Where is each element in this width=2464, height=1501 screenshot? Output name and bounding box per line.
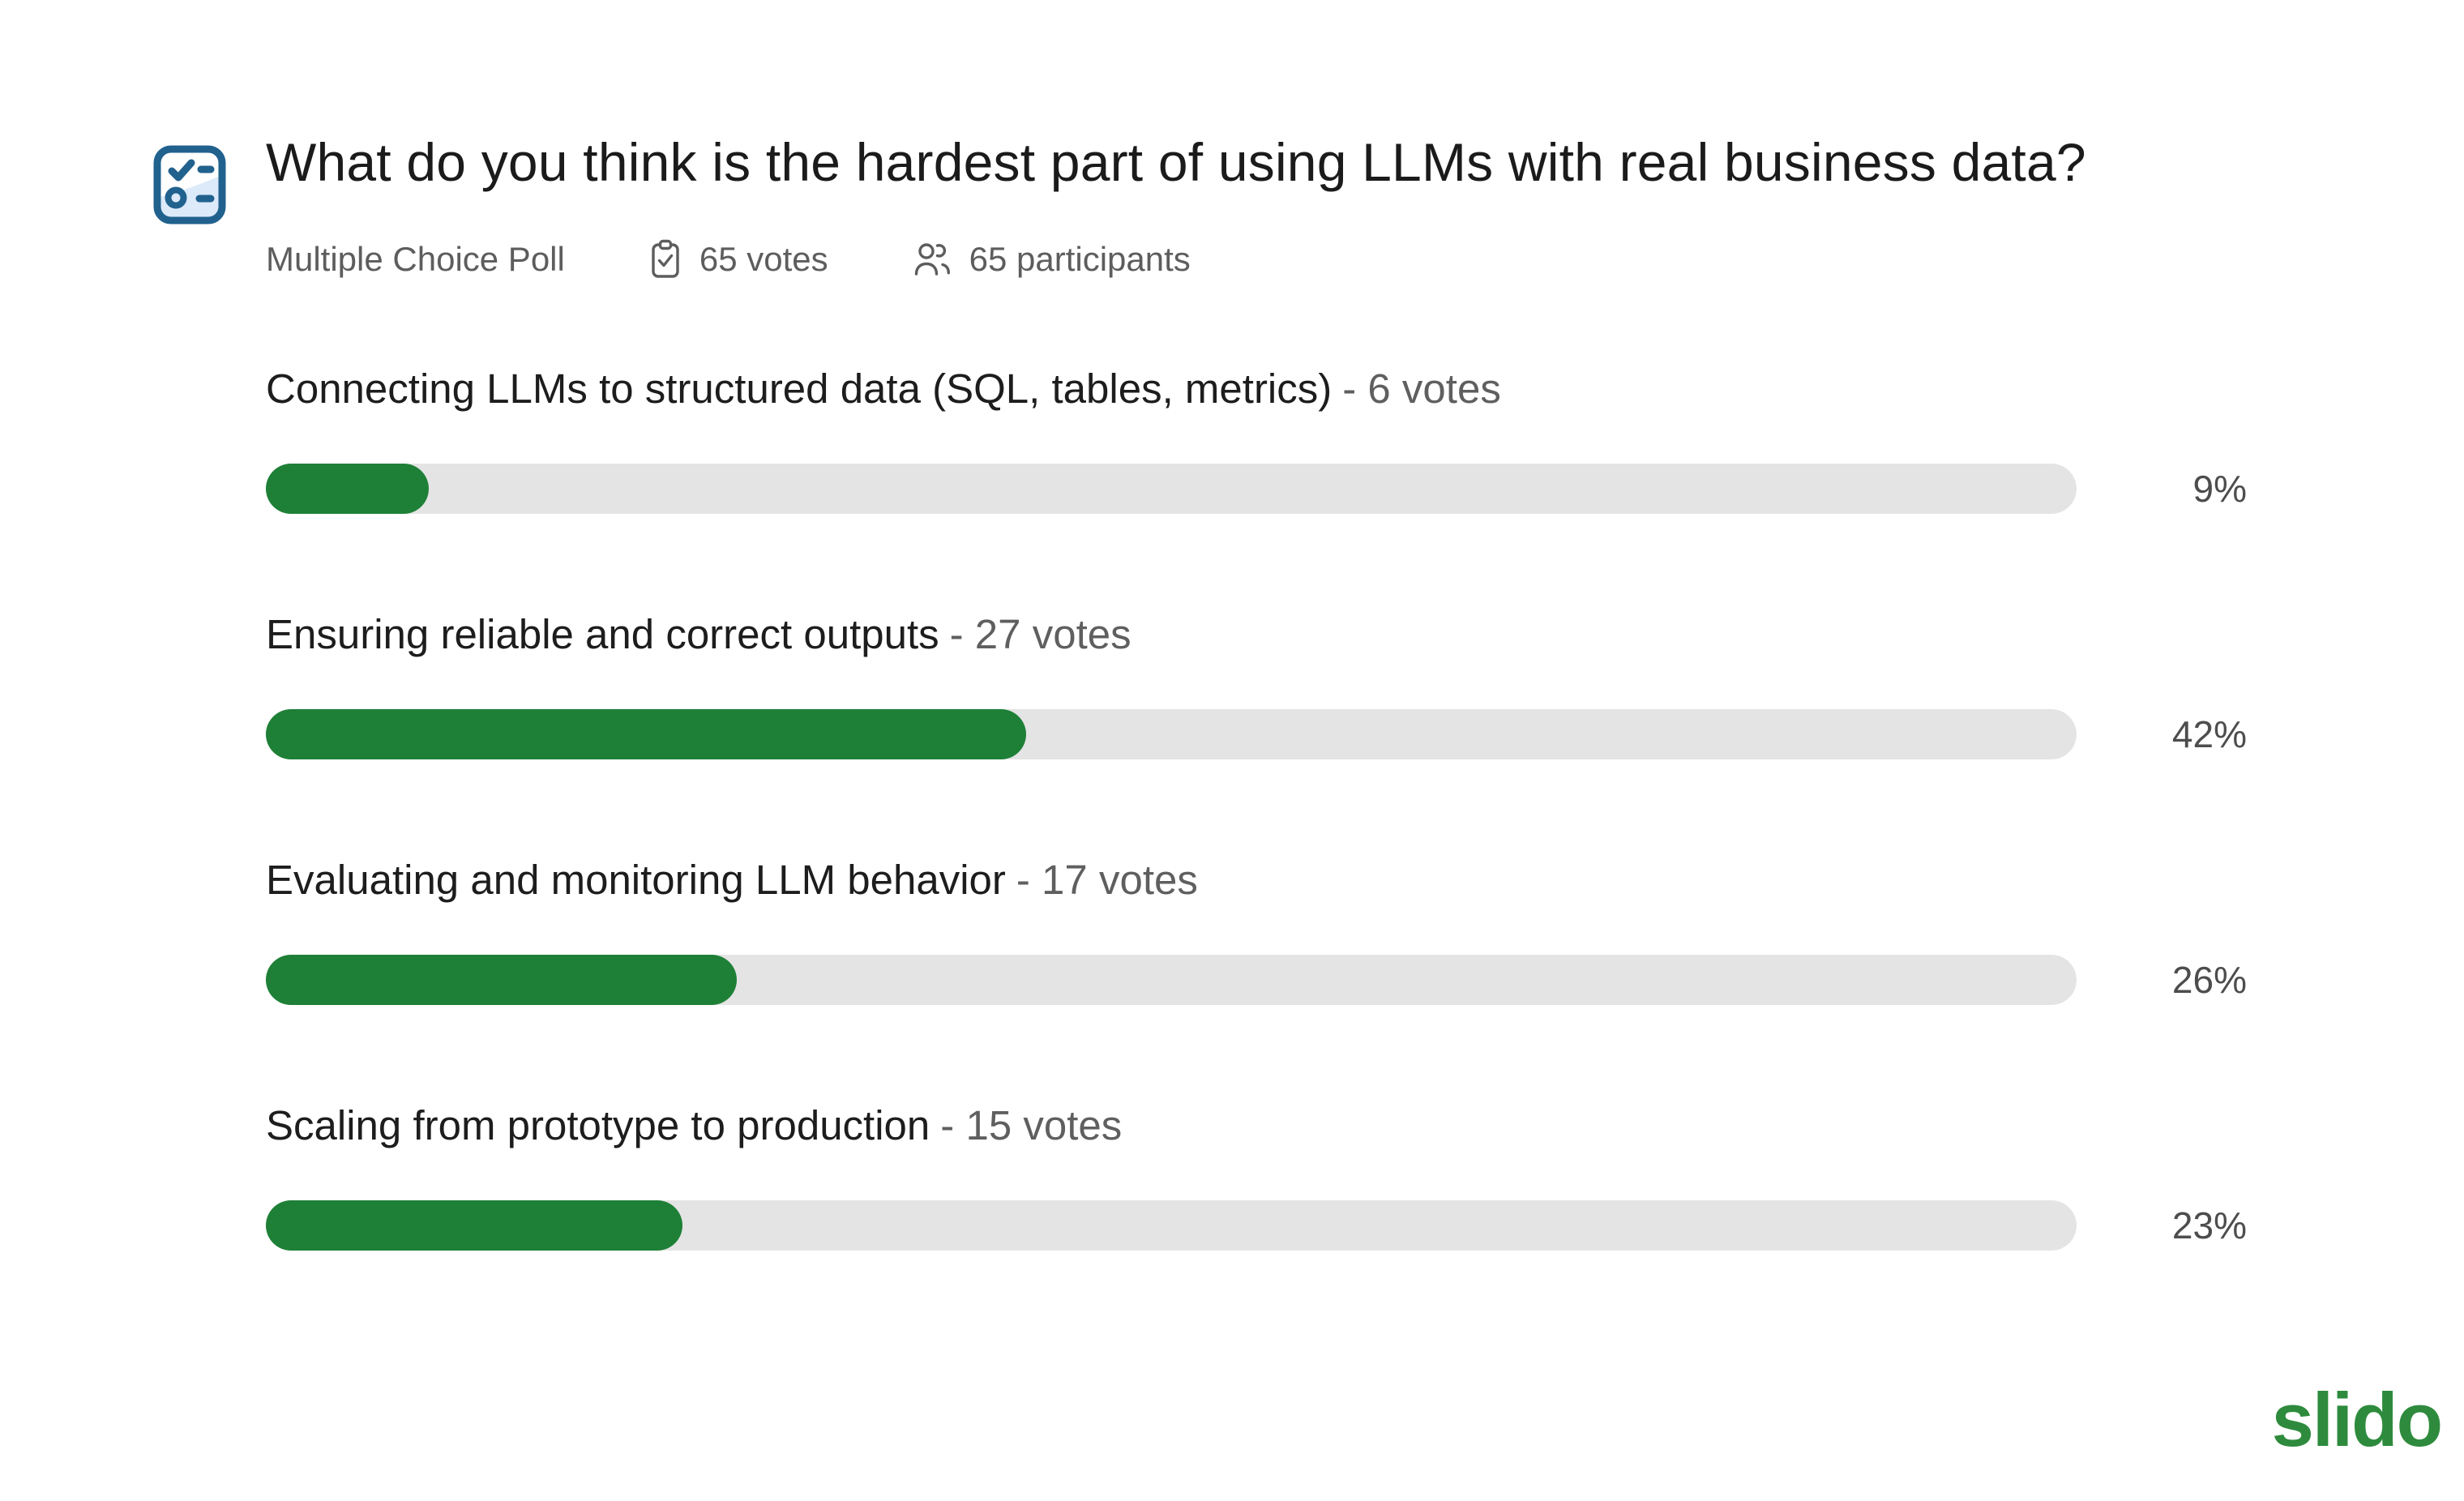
option-result-row: 26% <box>266 955 2247 1005</box>
option-percent-label: 9% <box>2192 468 2247 510</box>
option-bar-fill <box>266 464 430 514</box>
option-bar-track <box>266 464 2077 514</box>
participants-icon <box>914 243 950 276</box>
option-votes-count: - 6 votes <box>1342 366 1501 412</box>
participants-meta: 65 participants <box>909 238 1191 280</box>
option-votes-count: - 27 votes <box>949 611 1131 657</box>
poll-option: Ensuring reliable and correct outputs - 2… <box>266 610 2247 759</box>
poll-header: What do you think is the hardest part of… <box>266 128 2252 280</box>
option-result-row: 23% <box>266 1200 2247 1251</box>
slido-logo: slido <box>2271 1377 2443 1462</box>
participants-count-label: 65 participants <box>969 240 1191 278</box>
option-bar-track <box>266 709 2077 759</box>
clipboard-check-icon <box>652 239 679 278</box>
poll-meta-row: Multiple Choice Poll 65 votes 65 partici… <box>266 238 2252 280</box>
option-percent-label: 26% <box>2171 959 2247 1001</box>
option-bar-fill <box>266 709 1027 759</box>
poll-option: Connecting LLMs to structured data (SQL,… <box>266 365 2247 514</box>
poll-type: Multiple Choice Poll <box>266 240 565 279</box>
option-text: Evaluating and monitoring LLM behavior <box>266 857 1006 903</box>
poll-type-label: Multiple Choice Poll <box>266 240 565 278</box>
option-percent-label: 42% <box>2171 713 2247 755</box>
option-label-row: Scaling from prototype to production - 15… <box>266 1101 2247 1150</box>
option-text: Connecting LLMs to structured data (SQL,… <box>266 366 1333 412</box>
option-bar-fill <box>266 1200 682 1251</box>
poll-icon <box>153 145 226 225</box>
votes-count-label: 65 votes <box>699 240 828 278</box>
option-label-row: Evaluating and monitoring LLM behavior - … <box>266 856 2247 904</box>
option-text: Ensuring reliable and correct outputs <box>266 611 939 657</box>
option-label-row: Ensuring reliable and correct outputs - 2… <box>266 610 2247 659</box>
option-text: Scaling from prototype to production <box>266 1102 930 1148</box>
poll-options-list: Connecting LLMs to structured data (SQL,… <box>266 365 2247 1347</box>
option-bar-track <box>266 955 2077 1005</box>
poll-option: Scaling from prototype to production - 15… <box>266 1101 2247 1251</box>
option-bar-track <box>266 1200 2077 1251</box>
votes-meta: 65 votes <box>646 238 828 280</box>
option-label-row: Connecting LLMs to structured data (SQL,… <box>266 365 2247 413</box>
option-votes-count: - 15 votes <box>940 1102 1123 1148</box>
option-votes-count: - 17 votes <box>1016 857 1198 903</box>
poll-option: Evaluating and monitoring LLM behavior - … <box>266 856 2247 1005</box>
poll-question-title: What do you think is the hardest part of… <box>266 132 2086 192</box>
option-bar-fill <box>266 955 737 1005</box>
option-result-row: 42% <box>266 709 2247 759</box>
option-result-row: 9% <box>266 464 2247 514</box>
option-percent-label: 23% <box>2171 1204 2247 1247</box>
